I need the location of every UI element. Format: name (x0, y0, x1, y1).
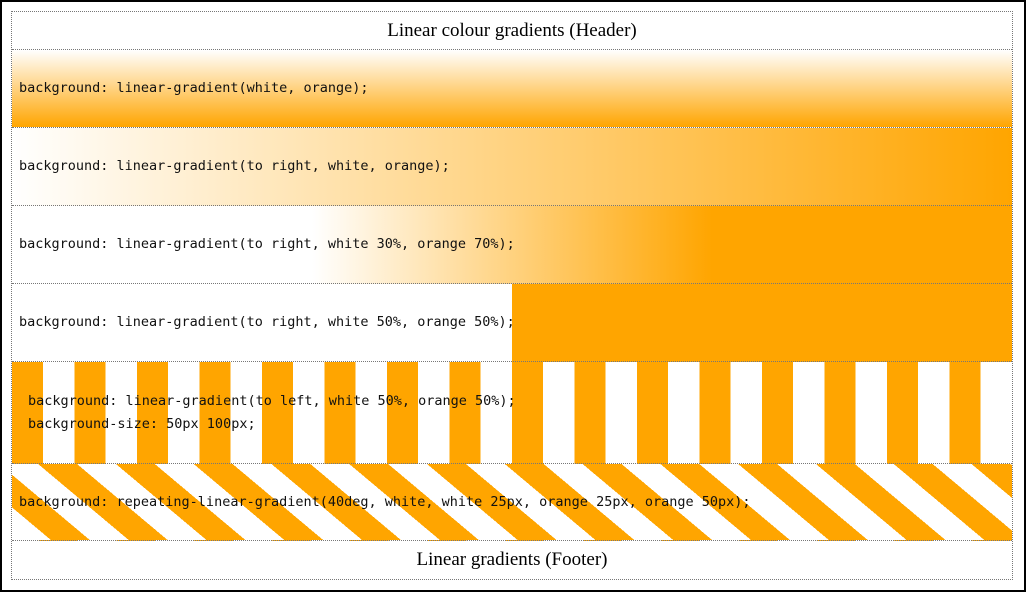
demo-container: Linear colour gradients (Header) backgro… (11, 11, 1013, 580)
gradient-row-to-right-30-70: background: linear-gradient(to right, wh… (12, 206, 1012, 284)
css-code-block: background: linear-gradient(to left, whi… (12, 390, 516, 436)
gradient-row-diagonal-stripes: background: repeating-linear-gradient(40… (12, 464, 1012, 541)
gradient-row-hard-stop: background: linear-gradient(to right, wh… (12, 284, 1012, 362)
header: Linear colour gradients (Header) (12, 12, 1012, 50)
css-code: background-size: 50px 100px; (28, 415, 256, 432)
header-title: Linear colour gradients (Header) (387, 19, 637, 41)
css-code: background: repeating-linear-gradient(40… (19, 493, 751, 510)
css-code: background: linear-gradient(to left, whi… (28, 392, 516, 409)
css-code: background: linear-gradient(to right, wh… (19, 236, 515, 252)
gradient-row-to-right: background: linear-gradient(to right, wh… (12, 128, 1012, 206)
gradient-row-vertical-stripes: background: linear-gradient(to left, whi… (12, 362, 1012, 464)
gradient-row-vertical: background: linear-gradient(white, orang… (12, 50, 1012, 128)
css-code: background: linear-gradient(to right, wh… (19, 314, 515, 330)
footer: Linear gradients (Footer) (12, 541, 1012, 579)
css-code: background: linear-gradient(white, orang… (19, 80, 369, 96)
css-code: background: linear-gradient(to right, wh… (19, 158, 450, 174)
footer-title: Linear gradients (Footer) (416, 549, 608, 570)
